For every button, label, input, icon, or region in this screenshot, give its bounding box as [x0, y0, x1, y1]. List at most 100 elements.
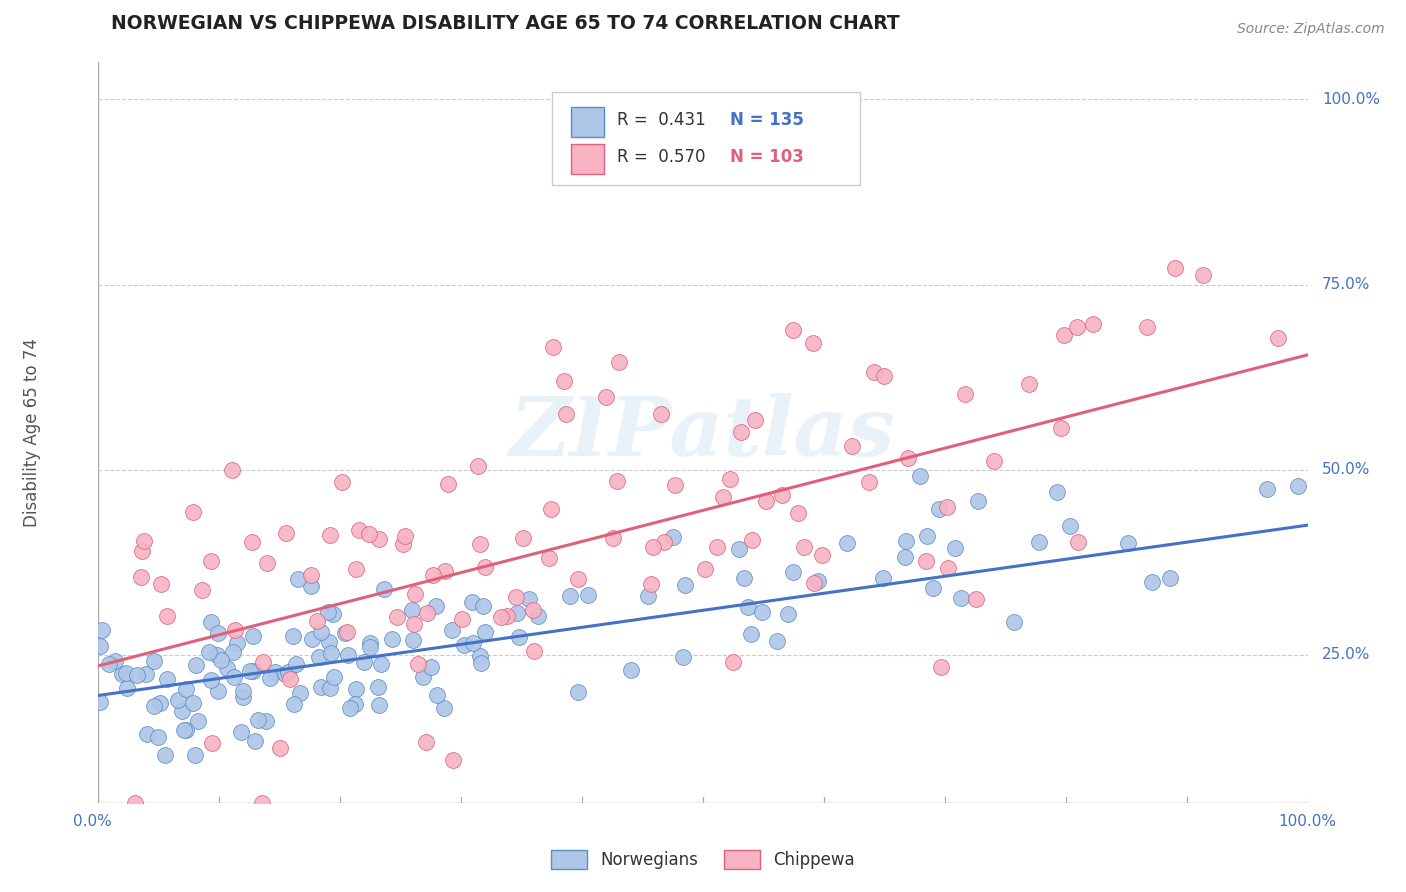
Point — [132, 534, 155, 549]
Point — [1081, 317, 1104, 331]
Point — [167, 692, 190, 706]
Point — [281, 629, 304, 643]
Point — [650, 408, 672, 422]
Point — [127, 667, 149, 681]
Point — [433, 700, 456, 714]
Point — [721, 655, 744, 669]
Point — [301, 632, 323, 646]
Point — [89, 639, 111, 653]
Point — [412, 670, 434, 684]
Point — [718, 472, 741, 486]
Point — [322, 607, 344, 621]
Point — [872, 571, 894, 585]
Point — [252, 796, 274, 810]
Point — [1286, 478, 1309, 492]
Point — [803, 576, 825, 591]
Point — [318, 528, 340, 542]
Point — [921, 581, 943, 595]
Point — [733, 571, 755, 585]
Point — [344, 697, 367, 711]
FancyBboxPatch shape — [571, 107, 603, 136]
Point — [1067, 535, 1090, 549]
Point — [225, 636, 247, 650]
Point — [567, 685, 589, 699]
Point — [190, 582, 212, 597]
Point — [1059, 518, 1081, 533]
Point — [246, 713, 269, 727]
Point — [835, 535, 858, 549]
Point — [929, 660, 952, 674]
Point — [526, 609, 548, 624]
Point — [620, 663, 643, 677]
Point — [402, 633, 425, 648]
Point — [425, 599, 447, 613]
Point — [111, 666, 134, 681]
Point — [1256, 483, 1278, 497]
Point — [474, 624, 496, 639]
Point — [149, 696, 172, 710]
Point — [643, 540, 665, 554]
Point — [983, 453, 1005, 467]
Text: Disability Age 65 to 74: Disability Age 65 to 74 — [22, 338, 41, 527]
Point — [1028, 535, 1050, 549]
Point — [422, 568, 444, 582]
Point — [156, 609, 179, 624]
Point — [156, 672, 179, 686]
Point — [277, 665, 299, 680]
Point — [240, 534, 263, 549]
Point — [117, 681, 139, 695]
Point — [173, 723, 195, 738]
Point — [664, 478, 686, 492]
Text: N = 103: N = 103 — [730, 148, 803, 166]
Point — [441, 753, 464, 767]
Point — [1267, 331, 1289, 345]
Point — [207, 626, 229, 640]
Point — [966, 494, 988, 508]
Point — [893, 549, 915, 564]
Point — [673, 578, 696, 592]
Point — [259, 671, 281, 685]
Point — [143, 654, 166, 668]
Point — [506, 606, 529, 620]
Point — [124, 796, 146, 810]
Point — [606, 474, 628, 488]
Point — [523, 644, 546, 658]
Point — [1163, 261, 1185, 276]
Point — [782, 323, 804, 337]
Point — [309, 680, 332, 694]
Point — [415, 606, 437, 620]
Point — [437, 477, 460, 491]
Point — [793, 541, 815, 555]
Point — [359, 527, 381, 541]
Point — [198, 644, 221, 658]
Point — [319, 681, 342, 695]
Point — [370, 657, 392, 671]
Text: Source: ZipAtlas.com: Source: ZipAtlas.com — [1237, 22, 1385, 37]
Point — [359, 640, 381, 655]
Point — [433, 564, 456, 578]
Point — [461, 595, 484, 609]
Point — [766, 634, 789, 648]
Point — [394, 529, 416, 543]
Point — [637, 589, 659, 603]
Point — [936, 500, 959, 514]
Text: R =  0.570: R = 0.570 — [617, 148, 706, 166]
Point — [200, 554, 222, 568]
Point — [201, 736, 224, 750]
Point — [353, 655, 375, 669]
Point — [176, 723, 198, 737]
Point — [232, 690, 254, 705]
Point — [174, 681, 197, 696]
Point — [278, 672, 301, 686]
Point — [711, 491, 734, 505]
Point — [290, 686, 312, 700]
Point — [344, 562, 367, 576]
Point — [309, 625, 332, 640]
Point — [254, 714, 277, 728]
Point — [778, 607, 800, 622]
Point — [540, 501, 562, 516]
Point — [965, 591, 987, 606]
Point — [1140, 575, 1163, 590]
Point — [538, 550, 561, 565]
Point — [256, 557, 278, 571]
